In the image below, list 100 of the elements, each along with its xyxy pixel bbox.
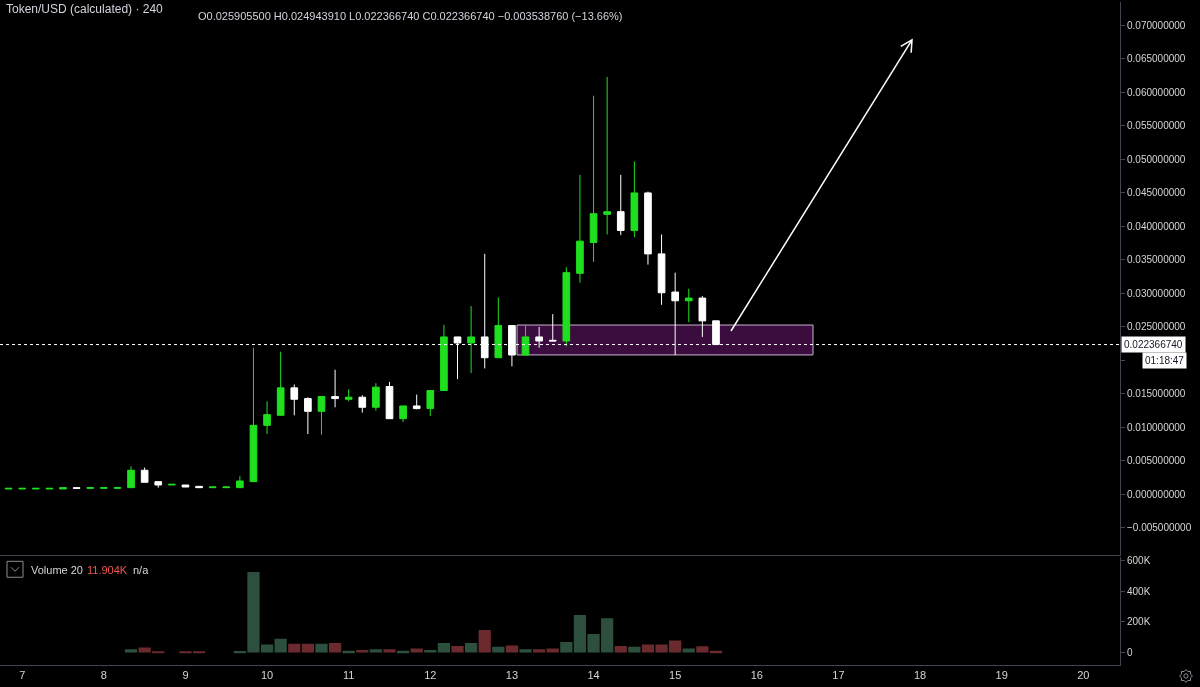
candlestick: [603, 76, 611, 235]
x-tick-label: 7: [19, 669, 26, 682]
y-tick-label: 0.010000000: [1127, 421, 1186, 433]
candlestick: [548, 313, 557, 342]
x-tick-label: 17: [832, 669, 845, 682]
candlestick: [127, 465, 135, 489]
bar: [465, 643, 478, 653]
candlestick: [331, 369, 339, 408]
candlestick: [358, 394, 367, 414]
candlestick: [236, 475, 244, 489]
x-tick-label: 16: [750, 669, 763, 682]
candlestick: [276, 351, 285, 416]
candlestick: [208, 486, 217, 489]
chart-title: Token/USD (calculated) · 240: [6, 2, 164, 17]
bar: [560, 642, 573, 653]
candlestick: [644, 191, 652, 266]
y-tick-label: 0.040000000: [1127, 220, 1186, 232]
text: O0.025905500 H0.024943910 L0.022366740 C0.022366740 −0.003538760 (−13.66%): [198, 10, 623, 22]
bar: [505, 645, 519, 653]
text: 01:18:47: [1145, 355, 1185, 366]
candlestick: [698, 295, 707, 338]
bar: [383, 649, 396, 653]
bar: [478, 629, 491, 653]
candlestick: [168, 483, 176, 486]
bar: [328, 643, 342, 653]
candlestick: [290, 384, 299, 416]
x-tick-label: 15: [669, 669, 682, 682]
bar: [533, 649, 546, 653]
candlestick: [399, 405, 407, 423]
bar: [424, 650, 437, 653]
annotation: 11.904K: [87, 564, 128, 576]
bar: [288, 643, 301, 653]
bar: [369, 649, 383, 653]
y-tick-label: 0: [1127, 647, 1133, 659]
candlestick: [616, 174, 625, 236]
y-tick-label: 0.065000000: [1127, 53, 1186, 65]
bar: [315, 643, 328, 653]
y-tick-label: 0.005000000: [1127, 455, 1186, 467]
y-tick-label: 0.060000000: [1127, 86, 1186, 98]
candlestick: [154, 481, 163, 489]
y-tick-label: 0.050000000: [1127, 153, 1186, 165]
bar: [614, 645, 627, 653]
ref-line-label: 0.022366740: [1124, 339, 1183, 350]
candlestick: [521, 325, 530, 356]
bar: [274, 638, 287, 653]
y-tick-label: 0.015000000: [1127, 388, 1186, 400]
x-tick-label: 8: [100, 669, 107, 682]
bar: [301, 643, 314, 653]
candlestick: [684, 288, 693, 323]
candlestick: [467, 305, 475, 374]
bar: [628, 646, 641, 653]
y-tick-label: 0.025000000: [1127, 321, 1186, 333]
bar: [410, 648, 423, 653]
candlestick: [576, 174, 584, 284]
y-tick-label: 0.045000000: [1127, 187, 1186, 199]
candlestick: [385, 381, 394, 420]
bar: [682, 648, 695, 653]
x-tick-label: 14: [587, 669, 600, 682]
y-tick-label: 0.030000000: [1127, 287, 1186, 299]
y-tick-label: −0.005000000: [1127, 522, 1192, 534]
candlestick: [222, 486, 231, 489]
x-tick-label: 9: [182, 669, 189, 682]
annotation: n/a: [133, 564, 150, 576]
bar: [519, 649, 532, 653]
candlestick: [140, 467, 149, 483]
bar: [492, 646, 505, 653]
y-tick-label: 0.070000000: [1127, 19, 1186, 31]
y-tick-label: 0.035000000: [1127, 254, 1186, 266]
candlestick: [630, 160, 639, 238]
bar: [451, 645, 464, 653]
candlestick: [304, 396, 312, 435]
bar: [696, 646, 709, 653]
candlestick: [4, 487, 13, 490]
candlestick: [494, 296, 503, 359]
x-tick-label: 12: [424, 669, 437, 682]
candlestick: [412, 394, 421, 410]
bar: [437, 643, 451, 653]
candlestick: [317, 396, 326, 436]
x-tick-label: 10: [260, 669, 274, 682]
y-tick-label: 0.055000000: [1127, 120, 1186, 132]
x-tick-label: 13: [505, 669, 519, 682]
bar: [356, 650, 369, 653]
y-tick-label: 400K: [1127, 585, 1151, 597]
candlestick: [45, 487, 54, 490]
candlestick: [440, 324, 448, 392]
candlestick: [263, 400, 271, 435]
x-tick-label: 20: [1077, 669, 1090, 682]
y-tick-label: 0.000000000: [1127, 488, 1186, 500]
x-tick-label: 18: [913, 669, 927, 682]
candlestick: [344, 388, 353, 402]
candlestick: [589, 95, 598, 263]
candlestick: [31, 487, 40, 490]
text: Volume 20: [31, 564, 83, 576]
x-tick-label: 11: [342, 669, 355, 682]
y-tick-label: 200K: [1127, 616, 1151, 628]
x-tick-label: 19: [995, 669, 1008, 682]
candlestick: [181, 484, 190, 488]
candlestick: [59, 487, 67, 490]
candlestick: [562, 266, 571, 347]
candlestick: [372, 382, 380, 412]
